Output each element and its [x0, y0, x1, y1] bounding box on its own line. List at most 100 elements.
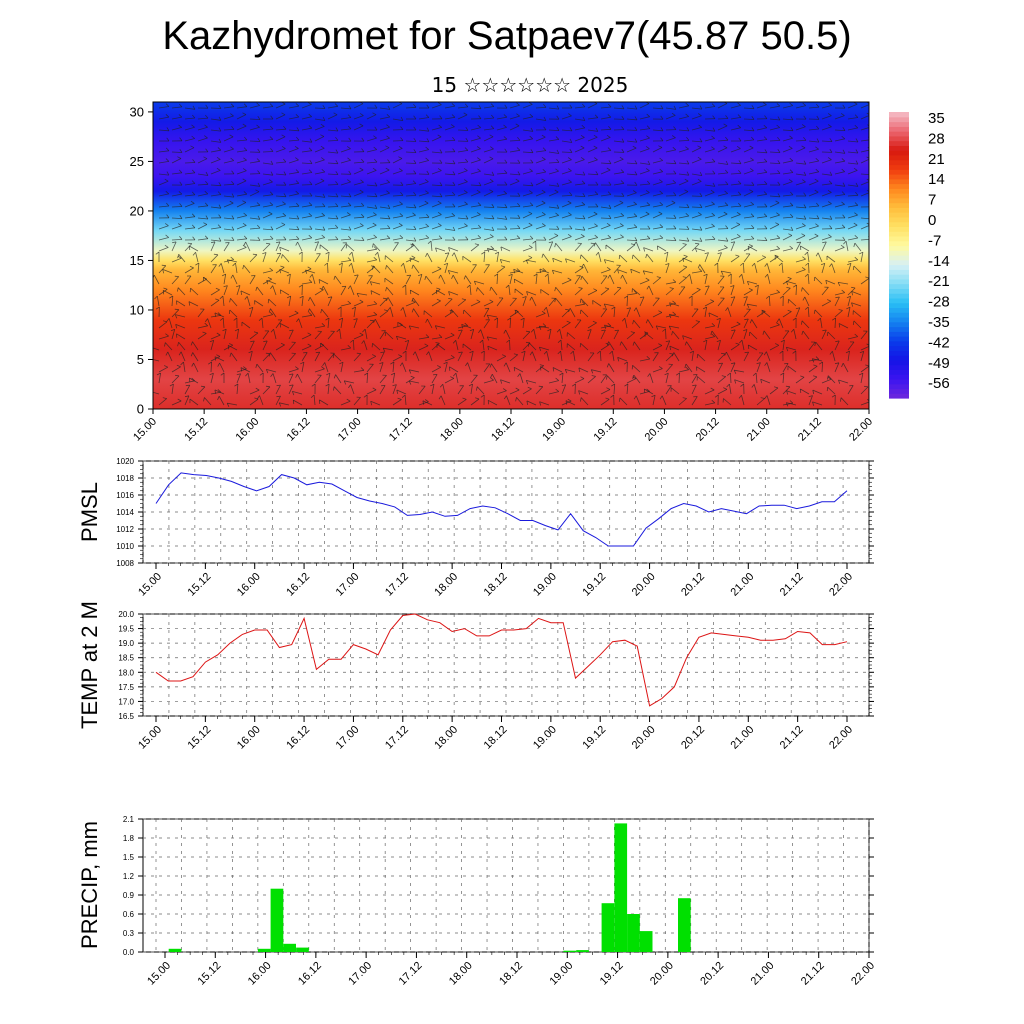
wind-barb-flag [255, 189, 260, 193]
wind-barb-flag [746, 304, 750, 308]
wind-barb-flag [590, 369, 594, 374]
wind-barb [189, 377, 199, 384]
wind-barb-flag [738, 137, 742, 142]
wind-barb [496, 297, 504, 307]
wind-barb-flag [608, 181, 612, 186]
wind-barb [377, 252, 381, 263]
wind-barb [617, 269, 628, 274]
temp-chart: 16.517.017.518.018.519.019.520.015.00 15.… [77, 601, 874, 752]
wind-barb [405, 214, 416, 219]
wind-barb-flag [298, 284, 303, 288]
wind-barb [552, 257, 563, 263]
wind-barb-flag [672, 279, 677, 283]
wind-barb-flag [555, 388, 559, 392]
wind-barb-flag [191, 191, 196, 196]
wind-barb [730, 127, 741, 131]
wind-barb [727, 307, 732, 318]
wind-barb [340, 303, 351, 307]
wind-barb [476, 386, 485, 395]
wind-barb [189, 398, 199, 406]
wind-barb [717, 205, 728, 208]
wind-barb [552, 269, 563, 274]
wind-barb-flag [542, 169, 547, 173]
wind-barb [691, 271, 702, 274]
wind-barb-flag [539, 364, 544, 366]
wind-barb-flag [738, 170, 742, 174]
wind-barb-flag [682, 276, 687, 278]
wind-barb [249, 217, 260, 220]
wind-barb [587, 237, 598, 241]
wind-barb-flag [406, 274, 411, 277]
wind-barb-flag [645, 146, 650, 150]
wind-barb-flag [542, 268, 547, 272]
wind-barb [717, 362, 723, 373]
wind-barb-flag [166, 171, 170, 176]
wind-barb [860, 217, 869, 220]
wind-barb-flag [503, 329, 507, 334]
wind-barb [678, 105, 689, 109]
wind-barb-flag [815, 202, 820, 207]
wind-barb [691, 243, 700, 252]
wind-barb [162, 269, 173, 274]
wind-barb-flag [259, 372, 264, 376]
wind-barb-flag [699, 138, 703, 143]
wind-barb-flag [425, 334, 430, 338]
wind-barb [574, 106, 585, 109]
wind-barb [210, 118, 221, 121]
x-tick-label: 22.00 [827, 724, 855, 752]
wind-barb-flag [229, 343, 233, 346]
wind-barb [574, 137, 585, 142]
x-tick-label: 21.12 [796, 416, 824, 444]
wind-barb-flag [295, 114, 300, 118]
wind-barb [353, 125, 364, 131]
wind-barb-flag [516, 102, 520, 106]
wind-barb-flag [452, 203, 456, 208]
wind-barb [477, 287, 485, 296]
wind-barb-flag [723, 102, 728, 104]
wind-barb [379, 182, 390, 186]
wind-barb [431, 288, 441, 296]
wind-barb-flag [175, 324, 178, 329]
wind-barb-flag [164, 342, 166, 347]
wind-barb-flag [348, 170, 352, 175]
wind-barb [351, 263, 355, 274]
wind-barb [418, 385, 426, 395]
wind-barb-flag [268, 352, 271, 357]
wind-barb-flag [578, 390, 581, 395]
wind-barb-flag [426, 170, 430, 175]
wind-barb [236, 247, 247, 252]
wind-barb-flag [578, 367, 581, 372]
wind-barb [617, 357, 628, 362]
wind-barb [756, 285, 759, 296]
wind-barb-flag [685, 213, 690, 217]
colorbar-cell [889, 202, 909, 208]
wind-barb-flag [841, 135, 846, 140]
wind-barb-flag [776, 318, 780, 323]
wind-barb-flag [321, 169, 326, 173]
wind-barb-flag [660, 105, 664, 110]
y-tick-label: 1020 [116, 457, 134, 466]
wind-barb-flag [361, 148, 365, 152]
wind-barb-flag [475, 397, 480, 400]
wind-barb-flag [362, 328, 366, 333]
x-tick-label: 22.00 [827, 571, 855, 599]
wind-barb [548, 329, 552, 340]
wind-barb-flag [465, 236, 469, 241]
wind-barb-flag [448, 291, 451, 296]
wind-barb-flag [374, 104, 378, 109]
wind-barb-flag [735, 254, 740, 257]
wind-barb-flag [789, 245, 793, 249]
wind-barb-flag [348, 235, 352, 240]
wind-barb [539, 325, 550, 329]
wind-barb-flag [321, 286, 324, 290]
colorbar-cell [889, 140, 909, 146]
wind-barb-flag [556, 182, 560, 187]
wind-barb [673, 352, 680, 362]
wind-barb-flag [335, 203, 339, 207]
wind-barb-flag [749, 145, 754, 149]
wind-barb-flag [320, 145, 325, 149]
wind-barb [600, 275, 608, 285]
wind-barb-flag [465, 215, 469, 220]
wind-barb [621, 341, 628, 351]
wind-barb-flag [699, 171, 703, 176]
